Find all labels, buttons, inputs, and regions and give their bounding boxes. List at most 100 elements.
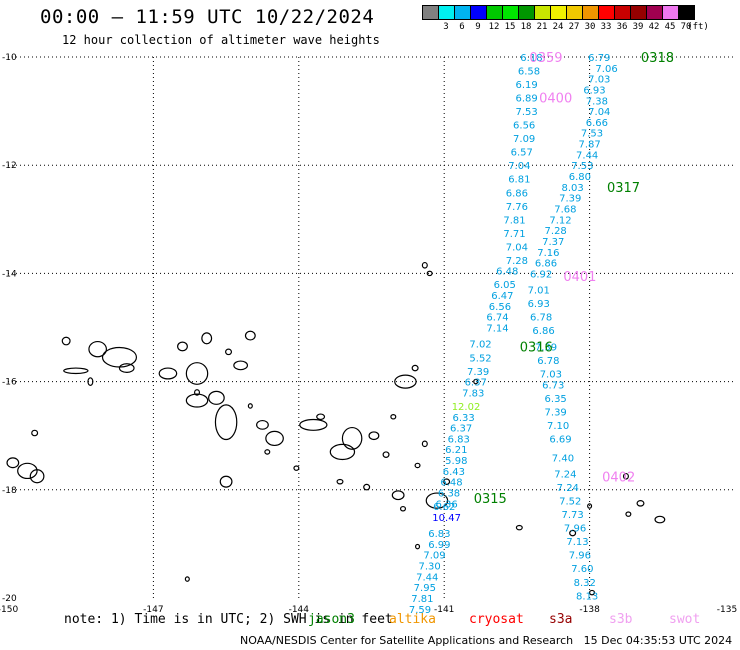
sat-legend-swot: swot	[669, 612, 701, 627]
wave-height-value: 6.86	[532, 326, 554, 337]
wave-height-value: 7.81	[411, 594, 433, 605]
island-outline	[6, 457, 20, 469]
wave-height-value: 5.98	[445, 456, 467, 467]
island-outline	[233, 360, 249, 371]
island-outline	[316, 413, 326, 421]
lon-tick-label: -135	[717, 605, 737, 615]
pass-time-labels: 0318 0359 0400 0317 0401 0316 0402 0315	[474, 51, 674, 507]
pass-time-label: 0402	[602, 470, 635, 485]
island-outline	[515, 524, 523, 531]
island-outline	[214, 404, 238, 441]
island-outline	[265, 430, 284, 447]
wave-height-value: 6.79	[588, 53, 610, 64]
footer-note: note: 1) Time is in UTC; 2) SWH is in fe…	[64, 612, 740, 628]
island-outline	[368, 431, 380, 441]
lon-tick-label: -150	[0, 605, 18, 615]
island-outline	[264, 449, 271, 455]
wave-height-value: 7.24	[557, 483, 579, 494]
wave-height-value: 6.89	[515, 94, 537, 105]
lat-tick-label: -10	[2, 53, 17, 63]
island-outline	[225, 348, 233, 356]
wave-height-value: 6.62	[433, 502, 455, 513]
wave-height-value: 7.76	[506, 202, 528, 213]
wave-height-value: 6.78	[530, 313, 552, 324]
wave-height-value: 6.66	[586, 118, 608, 129]
legend-swatches	[422, 5, 695, 20]
island-outline	[569, 529, 577, 537]
island-outline	[473, 378, 479, 385]
wave-height-value: 7.30	[419, 562, 441, 573]
island-outline	[390, 414, 397, 420]
legend-label: 24	[552, 22, 564, 32]
island-outline	[17, 462, 38, 480]
wave-height-value: 12.02	[452, 402, 481, 413]
wave-height-value: 7.39	[535, 342, 557, 353]
wave-height-value: 7.38	[586, 96, 608, 107]
legend-labels: 3 6 9 12 15 18 21 24 27 30 33 36 39 42 45 70 (ft)	[422, 22, 740, 34]
wave-height-value: 7.04	[508, 161, 530, 172]
island-outline	[394, 374, 417, 389]
wave-height-value: 7.39	[559, 194, 581, 205]
island-outline	[158, 367, 178, 380]
island-outline	[336, 478, 344, 485]
wave-height-value: 6.33	[452, 413, 474, 424]
legend-label: 45	[664, 22, 676, 32]
lon-tick-label: -147	[143, 605, 163, 615]
wave-height-value: 6.69	[549, 434, 571, 445]
legend-swatch	[678, 5, 695, 20]
wave-height-value: 7.39	[545, 407, 567, 418]
credit-line: NOAA/NESDIS Center for Satellite Applica…	[240, 634, 732, 647]
wave-height-value: 6.93	[528, 299, 550, 310]
island-outline	[293, 465, 300, 471]
wave-height-value: 6.05	[494, 280, 516, 291]
wave-height-value: 7.53	[515, 107, 537, 118]
wave-height-value: 6.35	[545, 394, 567, 405]
wave-height-value: 6.48	[440, 478, 462, 489]
island-outline	[29, 469, 45, 484]
wave-height-value: 10.47	[432, 513, 461, 524]
wave-height-value: 6.93	[583, 85, 605, 96]
wave-height-value: 7.95	[414, 583, 436, 594]
wave-height-value: 6.74	[486, 313, 508, 324]
wave-height-value: 7.59	[409, 605, 431, 616]
island-outline	[256, 419, 269, 430]
island-outline	[184, 576, 190, 582]
lon-tick-label: -141	[434, 605, 454, 615]
pass-time-label: 0316	[520, 340, 553, 355]
pass-time-label: 0315	[474, 492, 507, 507]
wave-height-value: 6.47	[491, 291, 513, 302]
wave-height-value: 7.39	[467, 367, 489, 378]
lon-tick-label: -144	[289, 605, 310, 615]
island-outline	[622, 472, 629, 480]
wave-height-value: 6.37	[465, 378, 487, 389]
wave-height-tracks: 6.18 6.58 6.19 6.89 7.53 6.56 7.09 6.57 7.04 6.81…	[409, 53, 618, 616]
lon-tick-label: -138	[579, 605, 600, 615]
island-outline	[185, 393, 209, 408]
wave-height-value: 7.68	[554, 204, 576, 215]
wave-height-value: 6.57	[511, 148, 533, 159]
island-outline	[244, 330, 256, 341]
island-outline	[399, 505, 407, 512]
island-outline	[247, 403, 253, 409]
wave-height-value: 6.81	[508, 175, 530, 186]
wave-height-value: 7.02	[469, 340, 491, 351]
island-outline	[654, 515, 666, 524]
sat-legend-jason3: jason3	[308, 612, 355, 627]
wave-height-value: 7.28	[506, 256, 528, 267]
wave-height-value: 5.52	[469, 353, 491, 364]
wave-height-value: 6.83	[428, 529, 450, 540]
wave-height-value: 6.37	[450, 424, 472, 435]
coastlines	[6, 261, 666, 596]
legend-label: 39	[632, 22, 644, 32]
map-subtitle: 12 hour collection of altimeter wave hei…	[62, 33, 380, 47]
wave-height-value: 6.78	[537, 356, 559, 367]
lat-tick-label: -14	[2, 269, 17, 279]
wave-height-value: 6.83	[448, 434, 470, 445]
legend-label: 42	[648, 22, 660, 32]
sat-legend-s3b: s3b	[609, 612, 633, 627]
island-outline	[177, 341, 188, 352]
legend-label: 18	[520, 22, 532, 32]
wave-height-value: 6.18	[520, 53, 542, 64]
wave-height-value: 6.73	[542, 380, 564, 391]
wave-height-value: 6.38	[438, 489, 460, 500]
